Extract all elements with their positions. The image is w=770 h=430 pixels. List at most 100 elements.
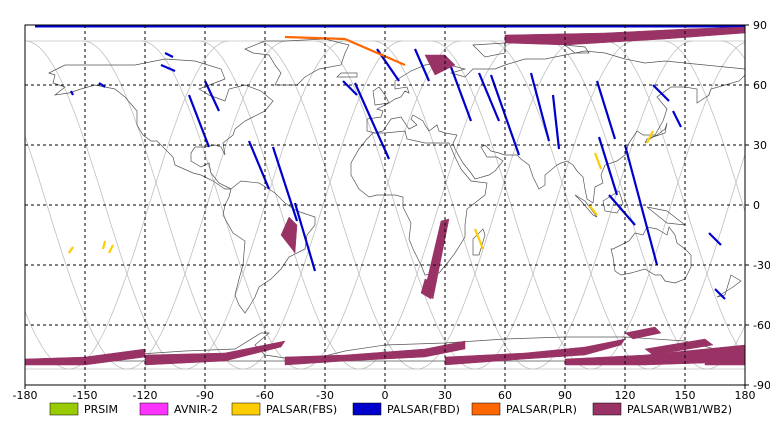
palsar-fbs-swath (593, 152, 603, 170)
coastline (716, 274, 742, 298)
y-tick-label: -60 (753, 319, 770, 332)
palsar-fbs-swath (646, 130, 654, 144)
palsar-fbs-swath (68, 246, 74, 254)
palsar-plr-swath (344, 37, 406, 67)
palsar-fbs-swath (108, 244, 114, 254)
x-tick-label: -150 (73, 389, 98, 402)
palsar-fbd-swath (623, 144, 659, 266)
legend-item: PALSAR(FBS) (231, 402, 337, 416)
coastline (244, 38, 350, 86)
legend-swatch (231, 402, 261, 416)
palsar-fbd-swath (595, 80, 617, 140)
palsar-fbd-swath (353, 82, 391, 160)
palsar-fbd-swath (714, 288, 726, 300)
legend-swatch (471, 402, 501, 416)
palsar-wb1-wb2-swath (144, 340, 286, 366)
palsar-wb1-wb2-swath (704, 354, 745, 366)
palsar-wb1-wb2-swath (624, 326, 662, 340)
orbit-track (25, 135, 128, 370)
palsar-fbd-swath (204, 80, 220, 112)
coastline (372, 86, 390, 106)
palsar-fbd-swath (342, 80, 358, 96)
coastline (472, 42, 506, 58)
palsar-fbd-swath (608, 194, 636, 226)
x-axis-ticks: -180 -150 -120 -90 -60 -30 0 30 60 90 120 150 180 (13, 385, 756, 402)
palsar-fbd-swath (293, 202, 317, 272)
palsar-fbd-swath (187, 94, 211, 148)
x-tick-label: 60 (498, 389, 512, 402)
legend-swatch (49, 402, 79, 416)
palsar-fbd-swath (247, 140, 271, 190)
legend-label: PALSAR(PLR) (506, 403, 577, 416)
y-tick-label: 90 (753, 19, 767, 32)
x-tick-label: 150 (675, 389, 696, 402)
palsar-wb1-wb2-swath (644, 338, 714, 356)
y-tick-label: -90 (753, 379, 770, 392)
legend-label: PRSIM (84, 403, 118, 416)
palsar-wb1-wb2-swath (284, 340, 466, 366)
orbit-track (488, 40, 650, 370)
palsar-plr-swath (284, 35, 346, 41)
x-tick-label: -180 (13, 389, 38, 402)
legend-swatch (592, 402, 622, 416)
orbit-track (590, 41, 745, 370)
legend-swatch (139, 402, 169, 416)
palsar-fbd-swath (477, 72, 501, 122)
palsar-fbd-swath (449, 66, 473, 122)
palsar-fbs-swath (473, 228, 485, 250)
x-tick-label: 180 (735, 389, 756, 402)
palsar-fbs-swath (588, 204, 598, 216)
palsar-fbd-swath (551, 94, 561, 150)
palsar-fbd-swath (271, 146, 299, 222)
x-tick-label: -120 (133, 389, 158, 402)
palsar-wb1-wb2-swath (444, 338, 626, 366)
coastline (563, 44, 590, 54)
legend: PRSIM AVNIR-2 PALSAR(FBS) PALSAR(FBD) PALSAR… (49, 402, 732, 416)
y-tick-label: 0 (753, 199, 760, 212)
palsar-wb1-wb2-swath (424, 54, 456, 76)
palsar-fbd-swath (413, 48, 431, 82)
palsar-wb1-wb2-swath (280, 216, 298, 254)
coastline (222, 180, 316, 314)
palsar-fbd-swath (160, 63, 176, 73)
legend-label: AVNIR-2 (174, 403, 218, 416)
orbit-track (662, 40, 745, 213)
coastline (610, 226, 692, 284)
palsar-fbd-swath (164, 52, 174, 58)
orbit-track (25, 310, 70, 370)
coastline (350, 130, 488, 276)
legend-item: PALSAR(PLR) (471, 402, 577, 416)
x-tick-label: 0 (382, 389, 389, 402)
graticule (25, 25, 745, 385)
legend-swatch (352, 402, 382, 416)
y-tick-label: 30 (753, 139, 767, 152)
x-tick-label: -90 (196, 389, 214, 402)
y-axis-ticks: 90 60 30 0 -30 -60 -90 (745, 19, 770, 392)
palsar-fbd-swath (529, 72, 551, 142)
legend-label: PALSAR(WB1/WB2) (627, 403, 732, 416)
coastline (366, 50, 745, 204)
palsar-fbd-swath (652, 84, 670, 102)
x-tick-label: -30 (316, 389, 334, 402)
x-tick-label: 30 (438, 389, 452, 402)
y-tick-label: -30 (753, 259, 770, 272)
coastline (574, 194, 598, 218)
legend-label: PALSAR(FBD) (387, 403, 460, 416)
y-tick-label: 60 (753, 79, 767, 92)
x-tick-label: -60 (256, 389, 274, 402)
legend-item: PALSAR(FBD) (352, 402, 460, 416)
palsar-fbs-swath (101, 240, 107, 250)
palsar-fbd-swath (70, 90, 74, 96)
palsar-fbd-swath (672, 110, 682, 128)
x-tick-label: 90 (558, 389, 572, 402)
legend-label: PALSAR(FBS) (266, 403, 337, 416)
coastline (472, 228, 486, 256)
palsar-fbd-swath (98, 82, 106, 88)
legend-item: PRSIM (49, 402, 118, 416)
legend-item: PALSAR(WB1/WB2) (592, 402, 732, 416)
palsar-fbd-swath (597, 136, 619, 196)
palsar-fbd-swath (708, 232, 722, 246)
coastline (336, 72, 358, 78)
x-tick-label: 120 (615, 389, 636, 402)
